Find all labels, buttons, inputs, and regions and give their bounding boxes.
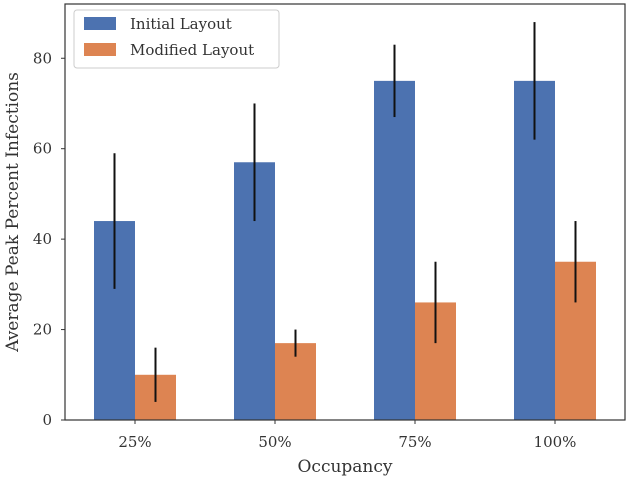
y-tick-label-4: 80 [33,49,52,67]
x-tick-label-0: 25% [118,433,151,451]
y-tick-label-2: 40 [33,230,52,248]
y-axis-label: Average Peak Percent Infections [3,72,23,353]
x-tick-label-2: 75% [398,433,431,451]
legend-label-initial: Initial Layout [130,15,232,33]
y-tick-label-3: 60 [33,140,52,158]
legend: Initial Layout Modified Layout [73,9,280,69]
x-axis-ticks: 25% 50% 75% 100% [118,420,576,451]
x-axis-label: Occupancy [297,457,392,477]
x-tick-label-1: 50% [258,433,291,451]
plot-frame [64,3,626,421]
legend-swatch-modified [84,43,116,56]
y-tick-label-1: 20 [33,321,52,339]
x-tick-label-3: 100% [534,433,577,451]
legend-box [73,9,280,69]
bar-initial-2 [374,80,415,420]
legend-label-modified: Modified Layout [130,41,254,59]
legend-swatch-initial [84,17,116,30]
plot-area [94,22,596,420]
y-axis-ticks: 0 20 40 60 80 [33,49,65,429]
y-tick-label-0: 0 [42,411,52,429]
